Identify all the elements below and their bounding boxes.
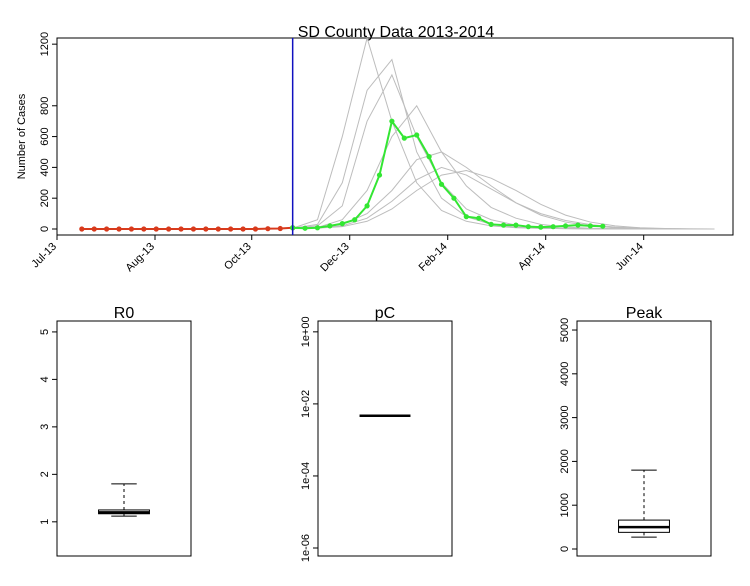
data-point <box>314 225 321 231</box>
data-point <box>178 226 184 232</box>
y-tick-label: 600 <box>39 127 51 145</box>
data-point <box>414 132 420 138</box>
y-axis-label: Number of Cases <box>16 93 28 179</box>
data-point <box>215 226 221 232</box>
y-tick-label: 3 <box>39 424 51 430</box>
data-point <box>513 222 519 228</box>
y-tick-label: 0 <box>559 546 571 552</box>
data-point <box>401 135 407 141</box>
series-line <box>292 104 715 230</box>
data-point <box>476 215 482 221</box>
y-tick-label: 200 <box>39 189 51 207</box>
x-tick-label: Jun-14 <box>614 241 646 273</box>
data-point <box>265 226 271 232</box>
data-point <box>240 226 246 232</box>
series-line <box>292 166 715 230</box>
y-tick-label: 400 <box>39 158 51 176</box>
data-point <box>128 226 135 232</box>
y-tick-label: 1e-04 <box>300 462 312 490</box>
data-point <box>562 223 569 229</box>
data-point <box>153 226 159 232</box>
x-tick-label: Oct-13 <box>222 241 254 273</box>
data-point <box>500 222 507 228</box>
y-tick-label: 800 <box>39 97 51 115</box>
data-point <box>327 223 333 229</box>
data-point <box>104 226 110 232</box>
chart-title: Peak <box>626 305 663 322</box>
data-point <box>91 226 97 232</box>
plot-frame <box>56 37 734 236</box>
y-tick-label: 5000 <box>559 318 571 342</box>
data-point <box>575 222 581 228</box>
data-point <box>166 226 172 232</box>
data-point <box>438 181 445 187</box>
data-point <box>451 195 457 201</box>
data-point <box>587 223 593 229</box>
data-point <box>252 226 259 232</box>
y-tick-label: 1e-02 <box>300 390 312 418</box>
x-tick-label: Jul-13 <box>29 241 59 271</box>
y-tick-label: 5 <box>39 329 51 335</box>
y-tick-label: 1 <box>39 519 51 525</box>
plot-frame <box>576 320 712 557</box>
x-tick-label: Dec-13 <box>318 241 352 275</box>
data-point <box>376 172 383 178</box>
plot-frame <box>317 320 453 557</box>
data-point <box>228 226 234 232</box>
plot-frame <box>56 320 192 557</box>
data-point <box>538 224 544 230</box>
y-tick-label: 3000 <box>559 405 571 429</box>
data-point <box>79 226 85 232</box>
data-point <box>463 214 469 220</box>
series-line <box>81 226 293 230</box>
chart-title: SD County Data 2013-2014 <box>298 24 495 41</box>
series-line <box>292 118 603 230</box>
chart-title: R0 <box>114 305 135 322</box>
data-point <box>352 217 358 223</box>
y-tick-label: 2000 <box>559 449 571 473</box>
data-point <box>141 226 147 232</box>
data-point <box>203 226 209 232</box>
series-line <box>292 73 715 230</box>
y-tick-label: 2 <box>39 471 51 477</box>
data-point <box>339 221 345 227</box>
data-point <box>116 226 122 232</box>
data-point <box>426 154 432 160</box>
data-point <box>600 223 606 229</box>
data-point <box>364 203 370 209</box>
plot-area <box>79 38 715 232</box>
y-tick-label: 1e+00 <box>300 316 312 347</box>
y-tick-label: 1e-06 <box>300 534 312 562</box>
x-tick-label: Feb-14 <box>417 241 450 274</box>
data-point <box>389 118 395 124</box>
y-tick-label: 1000 <box>559 493 571 517</box>
y-tick-label: 0 <box>39 226 51 232</box>
x-tick-label: Apr-14 <box>516 241 548 273</box>
data-point <box>525 224 531 230</box>
chart-title: pC <box>375 305 395 322</box>
y-tick-label: 4000 <box>559 362 571 386</box>
data-point <box>277 225 283 232</box>
y-tick-label: 4 <box>39 376 51 382</box>
data-point <box>302 225 308 231</box>
data-point <box>488 221 494 227</box>
data-point <box>190 226 197 232</box>
data-point <box>550 224 556 230</box>
y-tick-label: 1200 <box>39 32 51 56</box>
x-tick-label: Aug-13 <box>124 241 158 275</box>
